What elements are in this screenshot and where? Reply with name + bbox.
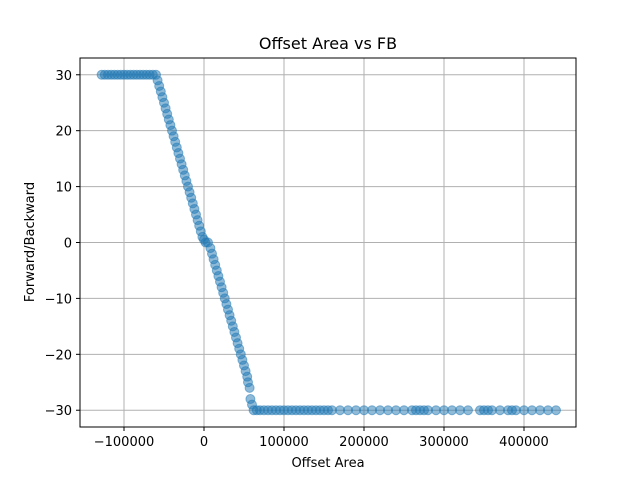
x-tick-label: 0	[200, 435, 208, 450]
x-tick-label: 100000	[259, 435, 309, 450]
y-tick-label: 10	[55, 181, 72, 196]
x-axis-title: Offset Area	[291, 456, 364, 471]
y-tick-label: −20	[45, 348, 72, 363]
y-tick-label: −10	[45, 292, 72, 307]
data-point	[244, 382, 255, 393]
y-tick-label: 30	[55, 69, 72, 84]
data-point	[551, 405, 561, 416]
y-tick-label: 0	[64, 237, 72, 252]
x-axis: −100000 0 100000 200000 300000 400000	[94, 427, 549, 450]
x-tick-label: −100000	[94, 435, 155, 450]
y-tick-label: 20	[55, 125, 72, 140]
y-tick-label: −30	[45, 404, 72, 419]
y-axis-title: Forward/Backward	[23, 182, 38, 302]
y-axis: −30 −20 −10 0 10 20 30	[45, 69, 80, 419]
x-tick-label: 200000	[339, 435, 389, 450]
x-tick-label: 300000	[419, 435, 469, 450]
chart-title: Offset Area vs FB	[259, 34, 397, 53]
data-point	[463, 405, 473, 416]
x-tick-label: 400000	[499, 435, 549, 450]
data-points	[96, 69, 561, 416]
